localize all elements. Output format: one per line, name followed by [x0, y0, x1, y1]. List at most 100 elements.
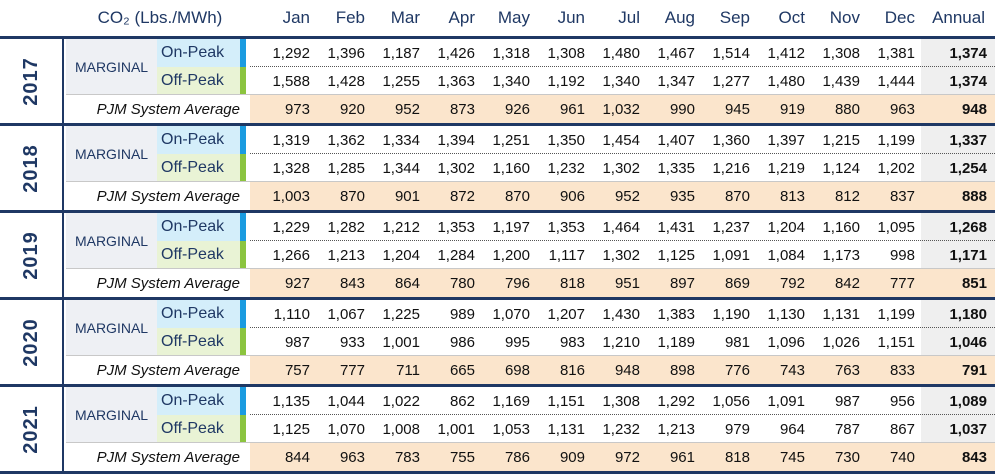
cell-value: 933 [339, 333, 365, 351]
cell-value: 948 [961, 100, 987, 118]
row-divider [66, 181, 995, 182]
cell-value: 1,190 [712, 305, 750, 323]
cell-value: 743 [779, 361, 805, 379]
row-divider [66, 442, 995, 443]
cell-value: 972 [614, 448, 640, 466]
row-label: Off-Peak [157, 67, 240, 95]
row-divider [66, 355, 995, 356]
cell-value: 1,308 [822, 44, 860, 62]
cell-value: 740 [889, 448, 915, 466]
column-header: Sep [719, 8, 750, 27]
cell-value: 1,350 [547, 131, 585, 149]
cell-value: 1,044 [327, 392, 365, 410]
cell-value: 796 [504, 274, 530, 292]
year-divider [62, 126, 64, 210]
cell-value: 1,001 [382, 333, 420, 351]
cell-value: 1,003 [272, 187, 310, 205]
cell-value: 1,439 [822, 72, 860, 90]
cell-value: 1,588 [272, 72, 310, 90]
cell-value: 833 [889, 361, 915, 379]
year-label: 2019 [0, 213, 62, 297]
annual-bg [921, 67, 995, 95]
row-label: On-Peak [157, 126, 240, 154]
cell-value: 711 [396, 361, 420, 379]
cell-value: 872 [449, 187, 475, 205]
cell-value: 1,308 [602, 392, 640, 410]
cell-value: 730 [834, 448, 860, 466]
year-label: 2020 [0, 300, 62, 384]
row-bg [250, 182, 995, 210]
cell-value: 1,125 [272, 420, 310, 438]
cell-value: 1,131 [547, 420, 585, 438]
year-label: 2021 [0, 387, 62, 471]
cell-value: 1,344 [382, 159, 420, 177]
column-header: Jul [618, 8, 640, 27]
cell-value: 1,251 [492, 131, 530, 149]
cell-value: 1,430 [602, 305, 640, 323]
cell-value: 927 [284, 274, 310, 292]
cell-value: 1,396 [327, 44, 365, 62]
cell-value: 786 [504, 448, 530, 466]
cell-value: 1,302 [602, 159, 640, 177]
cell-value: 919 [779, 100, 805, 118]
cell-value: 1,160 [492, 159, 530, 177]
cell-value: 1,480 [767, 72, 805, 90]
year-divider [62, 213, 64, 297]
cell-value: 1,277 [712, 72, 750, 90]
cell-value: 1,232 [602, 420, 640, 438]
cell-value: 1,210 [602, 333, 640, 351]
cell-value: 1,360 [712, 131, 750, 149]
cell-value: 745 [779, 448, 805, 466]
cell-value: 1,254 [949, 159, 987, 177]
cell-value: 1,207 [547, 305, 585, 323]
cell-value: 870 [504, 187, 530, 205]
cell-value: 1,363 [437, 72, 475, 90]
cell-value: 1,225 [382, 305, 420, 323]
cell-value: 880 [834, 100, 860, 118]
cell-value: 1,160 [822, 218, 860, 236]
cell-value: 1,171 [949, 246, 987, 264]
cell-value: 1,022 [382, 392, 420, 410]
cell-value: 1,213 [327, 246, 365, 264]
row-accent [240, 213, 246, 241]
row-label: PJM System Average [96, 187, 240, 205]
cell-value: 818 [724, 448, 750, 466]
row-bg [250, 356, 995, 384]
cell-value: 1,412 [767, 44, 805, 62]
cell-value: 1,091 [767, 392, 805, 410]
cell-value: 995 [504, 333, 530, 351]
cell-value: 873 [449, 100, 475, 118]
cell-value: 1,200 [492, 246, 530, 264]
row-divider [66, 268, 995, 269]
cell-value: 926 [504, 100, 530, 118]
cell-value: 1,381 [877, 44, 915, 62]
cell-value: 956 [889, 392, 915, 410]
cell-value: 989 [449, 305, 475, 323]
annual-bg [921, 39, 995, 67]
cell-value: 1,032 [602, 100, 640, 118]
cell-value: 963 [889, 100, 915, 118]
cell-value: 1,202 [877, 159, 915, 177]
row-accent [240, 154, 246, 182]
year-divider [62, 300, 64, 384]
cell-value: 1,199 [877, 305, 915, 323]
cell-value: 777 [889, 274, 915, 292]
cell-value: 870 [339, 187, 365, 205]
cell-value: 1,362 [327, 131, 365, 149]
cell-value: 862 [449, 392, 475, 410]
annual-bg [921, 387, 995, 415]
row-label: PJM System Average [96, 448, 240, 466]
column-header: Nov [829, 8, 860, 27]
cell-value: 843 [339, 274, 365, 292]
cell-value: 1,284 [437, 246, 475, 264]
row-accent [240, 241, 246, 269]
cell-value: 951 [614, 274, 640, 292]
block-border [0, 36, 995, 39]
cell-value: 1,219 [767, 159, 805, 177]
cell-value: 777 [339, 361, 365, 379]
cell-value: 1,124 [822, 159, 860, 177]
cell-value: 816 [559, 361, 585, 379]
cell-value: 1,053 [492, 420, 530, 438]
year-divider [62, 39, 64, 123]
